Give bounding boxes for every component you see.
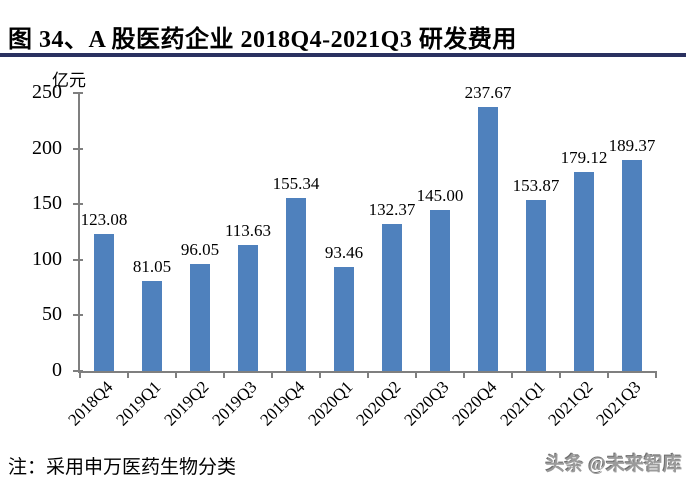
x-axis-label-text: 2021Q3: [592, 377, 645, 430]
bar-2021Q1: [526, 199, 546, 371]
y-axis-unit-label: 亿元: [52, 71, 86, 90]
bar-value-label-2021Q3: 189.37: [608, 136, 656, 156]
bar-value-label-2019Q3: 113.63: [224, 220, 272, 240]
figure-title: 图 34、A 股医药企业 2018Q4-2021Q3 研发费用: [8, 27, 517, 53]
bar-value-label-2020Q4: 237.67: [464, 82, 512, 102]
bar-2020Q4: [478, 106, 498, 371]
y-axis-tick-label: 50: [42, 303, 62, 326]
bar-value-label-2019Q1: 81.05: [132, 256, 172, 276]
x-axis-label-text: 2021Q1: [496, 377, 549, 430]
x-axis-label-text: 2019Q3: [208, 377, 261, 430]
x-axis-label-text: 2019Q2: [160, 377, 213, 430]
bar-value-label-2020Q3: 145.00: [416, 185, 464, 205]
bar-value-label-2018Q4: 123.08: [80, 210, 128, 230]
x-axis-tick: [175, 371, 177, 378]
bar-value-label-2019Q2: 96.05: [180, 240, 220, 260]
bar-chart-plot-area: 0 50 100 150 200 250 123.08 2018Q4 81.05 2019Q1 96…: [32, 81, 657, 429]
bar-2019Q4: [286, 198, 306, 371]
x-axis-label-text: 2020Q2: [352, 377, 405, 430]
bar-value-label-2020Q2: 132.37: [368, 199, 416, 219]
y-axis-tick: [73, 92, 83, 94]
x-axis-tick: [607, 371, 609, 378]
bar-2019Q3: [238, 244, 258, 371]
bar-2020Q2: [382, 223, 402, 371]
x-axis-label-text: 2020Q1: [304, 377, 357, 430]
y-axis-tick-label: 0: [52, 359, 62, 381]
y-axis-tick-label: 100: [32, 247, 62, 270]
x-axis-tick: [223, 371, 225, 378]
bar-value-label-2021Q1: 153.87: [512, 175, 560, 195]
x-axis-tick: [415, 371, 417, 378]
x-axis-tick: [127, 371, 129, 378]
x-axis-label-text: 2018Q4: [64, 377, 117, 430]
y-axis-tick: [73, 203, 83, 206]
watermark: 头条 @未来智库: [545, 454, 682, 475]
bar-value-label-2019Q4: 155.34: [272, 174, 320, 194]
x-axis-label-text: 2020Q3: [400, 377, 453, 430]
bar-2021Q2: [574, 171, 594, 371]
y-axis-tick: [73, 370, 83, 372]
x-axis-tick: [511, 371, 513, 378]
bar-2019Q1: [142, 280, 162, 371]
x-axis-label-text: 2019Q4: [256, 377, 309, 430]
y-axis-tick: [73, 314, 83, 317]
y-axis-tick: [73, 147, 83, 150]
y-axis-tick-label: 200: [32, 136, 62, 159]
x-axis-label-text: 2021Q2: [544, 377, 597, 430]
bar-2020Q3: [430, 209, 450, 371]
x-axis-tick: [319, 371, 321, 378]
x-axis-tick: [463, 371, 465, 378]
x-axis-label-text: 2020Q4: [448, 377, 501, 430]
bar-2019Q2: [190, 264, 210, 371]
bar-2021Q3: [622, 160, 642, 371]
bar-value-label-2020Q1: 93.46: [324, 243, 364, 263]
y-axis-tick-label: 150: [32, 192, 62, 215]
x-axis-tick: [559, 371, 561, 378]
title-underline: [0, 53, 686, 57]
bar-2020Q1: [334, 267, 354, 371]
x-axis-tick: [79, 371, 81, 378]
bar-value-label-2021Q2: 179.12: [560, 147, 608, 167]
x-axis-tick: [271, 371, 273, 378]
y-axis-tick: [73, 258, 83, 261]
bar-2018Q4: [94, 234, 114, 371]
x-axis-tick: [367, 371, 369, 378]
x-axis-label-text: 2019Q1: [112, 377, 165, 430]
y-axis-line: [78, 93, 80, 373]
y-axis-tick-label: 250: [32, 81, 62, 103]
x-axis-tick: [655, 371, 657, 378]
source-note: 注：采用申万医药生物分类: [8, 457, 237, 478]
